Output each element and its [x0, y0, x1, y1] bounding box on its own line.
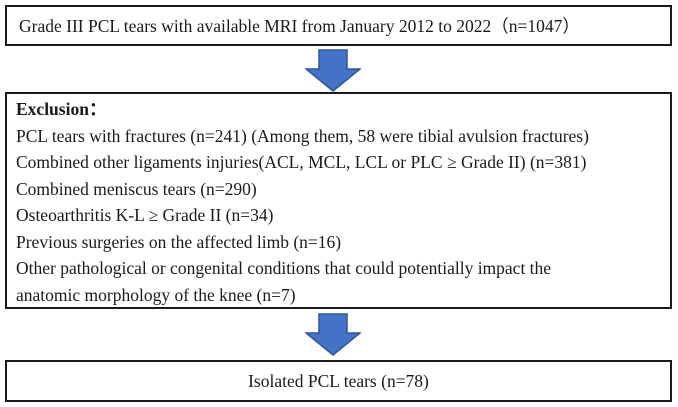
exclusion-line-osteoarthritis: Osteoarthritis K-L ≥ Grade II (n=34) [16, 205, 274, 225]
down-arrow-bottom-shape [305, 313, 361, 356]
down-arrow-top [305, 49, 361, 92]
result-box-text: Isolated PCL tears (n=78) [248, 370, 429, 391]
result-box: Isolated PCL tears (n=78) [5, 360, 672, 402]
exclusion-line-previous-surgeries: Previous surgeries on the affected limb … [16, 231, 342, 252]
down-arrow-bottom [305, 313, 361, 356]
exclusion-line-other-conditions-cont: anatomic morphology of the knee (n=7) [16, 284, 296, 305]
exclusion-line-fractures: PCL tears with fractures (n=241) (Among … [16, 125, 589, 146]
exclusion-heading: Exclusion： [16, 99, 107, 119]
population-box-text: Grade III PCL tears with available MRI f… [19, 16, 580, 36]
population-box: Grade III PCL tears with available MRI f… [5, 5, 672, 46]
exclusion-line-other-conditions: Other pathological or congenital conditi… [16, 258, 552, 278]
exclusion-line-meniscus-tears: Combined meniscus tears (n=290) [16, 178, 257, 199]
down-arrow-top-shape [305, 49, 361, 92]
exclusion-line-ligament-injuries: Combined other ligaments injuries(ACL, M… [16, 152, 587, 172]
exclusion-box: Exclusion： PCL tears with fractures (n=2… [5, 92, 672, 309]
